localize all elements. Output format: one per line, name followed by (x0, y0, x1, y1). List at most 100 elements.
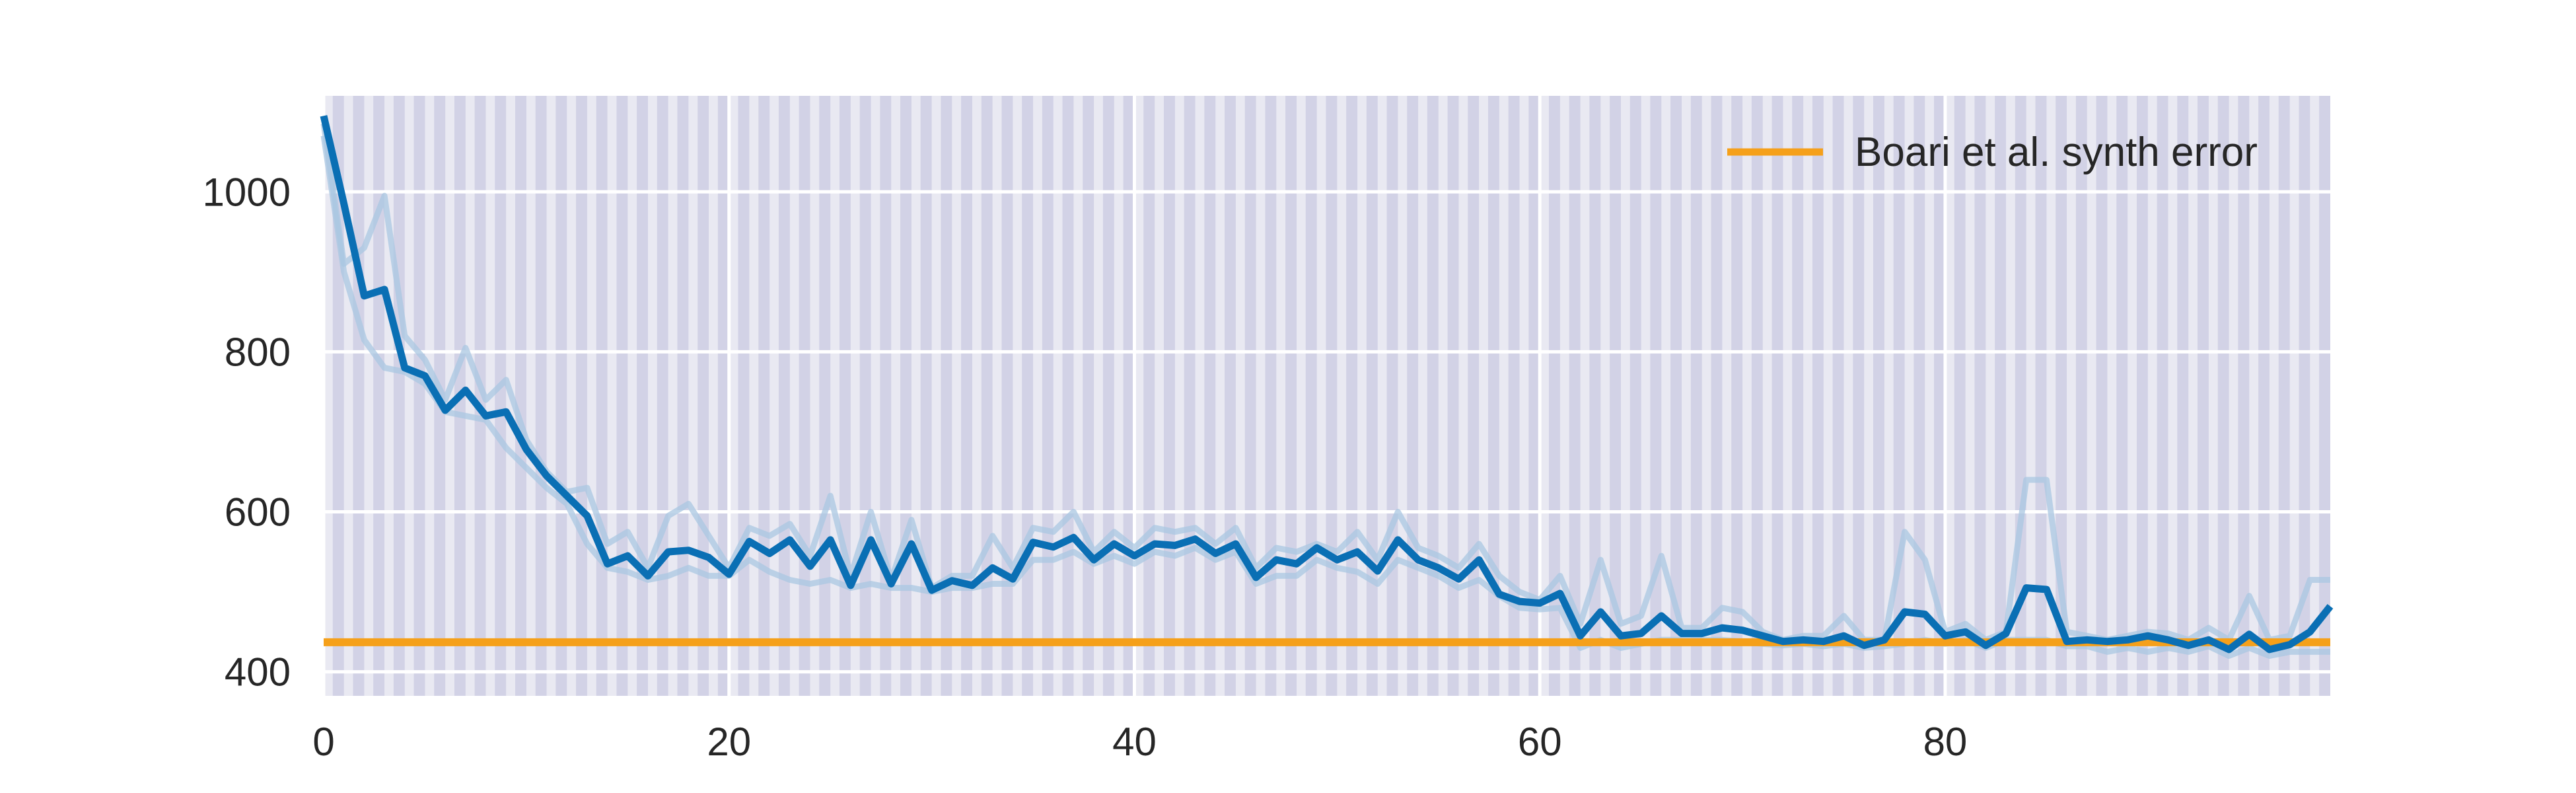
plot-stripe (1934, 96, 1945, 696)
plot-stripe (1893, 96, 1905, 696)
plot-stripe (941, 96, 952, 696)
plot-stripe (1346, 96, 1358, 696)
plot-stripe (1244, 96, 1256, 696)
plot-stripe (1629, 96, 1641, 696)
plot-stripe (1163, 96, 1175, 696)
plot-stripe (393, 96, 405, 696)
plot-stripe (717, 96, 729, 696)
plot-stripe (2056, 96, 2067, 696)
plot-stripe (2075, 96, 2087, 696)
plot-stripe (1225, 96, 1236, 696)
plot-stripe (2198, 96, 2209, 696)
plot-stripe (2217, 96, 2229, 696)
y-tick-label: 600 (225, 490, 291, 535)
legend: Boari et al. synth error (1727, 130, 2258, 175)
plot-stripe (1447, 96, 1459, 696)
y-axis-ticks: 400 600 800 1000 (203, 170, 291, 694)
plot-stripe (2278, 96, 2290, 696)
plot-stripe (1751, 96, 1763, 696)
plot-stripe (1873, 96, 1884, 696)
plot-stripe (1427, 96, 1439, 696)
plot-stripe (738, 96, 750, 696)
plot-stripe (555, 96, 567, 696)
plot-stripe (1731, 96, 1743, 696)
plot-stripe (819, 96, 831, 696)
legend-label: Boari et al. synth error (1855, 130, 2258, 175)
plot-stripe (1528, 96, 1540, 696)
plot-stripe (495, 96, 507, 696)
plot-stripe (1204, 96, 1216, 696)
plot-stripe (1711, 96, 1723, 696)
x-axis-ticks: 0 20 40 60 80 (312, 720, 1967, 764)
plot-stripe (1792, 96, 1804, 696)
plot-stripe (535, 96, 547, 696)
plot-stripe (353, 96, 365, 696)
x-tick-label: 80 (1923, 720, 1968, 764)
plot-stripe (1954, 96, 1966, 696)
plot-stripe (839, 96, 851, 696)
plot-stripe (1305, 96, 1317, 696)
x-tick-label: 0 (312, 720, 334, 764)
y-tick-label: 800 (225, 330, 291, 374)
mean-lines (320, 115, 2334, 654)
plot-stripe (1285, 96, 1297, 696)
plot-stripe (1771, 96, 1783, 696)
plot-stripe (1143, 96, 1155, 696)
plot-stripe (1487, 96, 1499, 696)
y-tick-label: 400 (225, 650, 291, 695)
plot-stripe (2177, 96, 2189, 696)
x-tick-label: 40 (1112, 720, 1157, 764)
plot-stripe (1995, 96, 2007, 696)
plot-stripe (1184, 96, 1196, 696)
plot-stripe (474, 96, 486, 696)
plot-stripe (1001, 96, 1013, 696)
plot-stripe (1914, 96, 1925, 696)
plot-stripe (880, 96, 892, 696)
plot-stripe (2238, 96, 2250, 696)
plot-stripe (1468, 96, 1480, 696)
plot-stripe (799, 96, 810, 696)
plot-stripe (1610, 96, 1621, 696)
plot-stripe (1569, 96, 1581, 696)
plot-stripe (1326, 96, 1338, 696)
plot-stripe (373, 96, 385, 696)
plot-stripe (657, 96, 668, 696)
plot-stripe (1853, 96, 1865, 696)
plot-stripe (1650, 96, 1662, 696)
plot-stripe (2157, 96, 2168, 696)
plot-stripe (2319, 96, 2330, 696)
plot-stripe (2258, 96, 2270, 696)
grid-lines (322, 96, 2330, 696)
plot-stripe (900, 96, 912, 696)
plot-stripe (1508, 96, 1520, 696)
plot-stripe (616, 96, 628, 696)
plot-stripe (698, 96, 709, 696)
plot-stripe (2116, 96, 2128, 696)
plot-stripe (1812, 96, 1824, 696)
plot-stripe (1265, 96, 1277, 696)
plot-stripe (1062, 96, 1074, 696)
x-tick-label: 20 (707, 720, 751, 764)
plot-stripe (1974, 96, 1986, 696)
plot-stripe (778, 96, 790, 696)
plot-stripe (1690, 96, 1702, 696)
plot-stripe (677, 96, 689, 696)
plot-stripe (2299, 96, 2310, 696)
plot-stripe (637, 96, 648, 696)
plot-stripe (2096, 96, 2108, 696)
plot-stripe (1832, 96, 1844, 696)
x-tick-label: 60 (1518, 720, 1562, 764)
plot-stripe (1366, 96, 1378, 696)
plot-stripe (758, 96, 770, 696)
plot-stripe (1083, 96, 1094, 696)
plot-stripe (1042, 96, 1054, 696)
plot-stripe (1407, 96, 1419, 696)
y-tick-label: 1000 (203, 170, 291, 214)
plot-stripe (596, 96, 608, 696)
plot-stripe (961, 96, 972, 696)
plot-stripe (413, 96, 425, 696)
plot-stripe (981, 96, 993, 696)
plot-stripe (1102, 96, 1114, 696)
plot-stripe (1123, 96, 1135, 696)
